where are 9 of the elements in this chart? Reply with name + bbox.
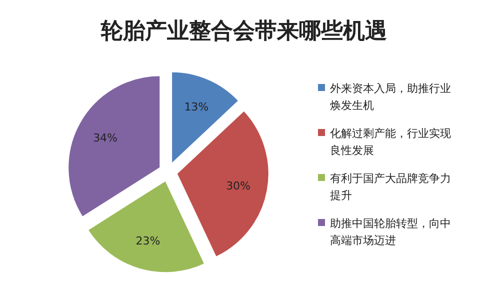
data-label: 23%: [136, 234, 160, 248]
chart-title: 轮胎产业整合会带来哪些机遇: [100, 18, 387, 44]
legend-label: 有利于国产大品牌竞争力提升: [330, 172, 451, 202]
legend-label: 外来资本入局，助推行业焕发生机: [330, 82, 451, 112]
data-label: 30%: [226, 179, 251, 192]
legend-label: 化解过剩产能，行业实现良性发展: [330, 127, 451, 157]
data-label: 34%: [93, 132, 118, 145]
legend-label: 助推中国轮胎转型，向中高端市场迈进: [330, 217, 451, 247]
data-label: 13%: [184, 100, 209, 114]
